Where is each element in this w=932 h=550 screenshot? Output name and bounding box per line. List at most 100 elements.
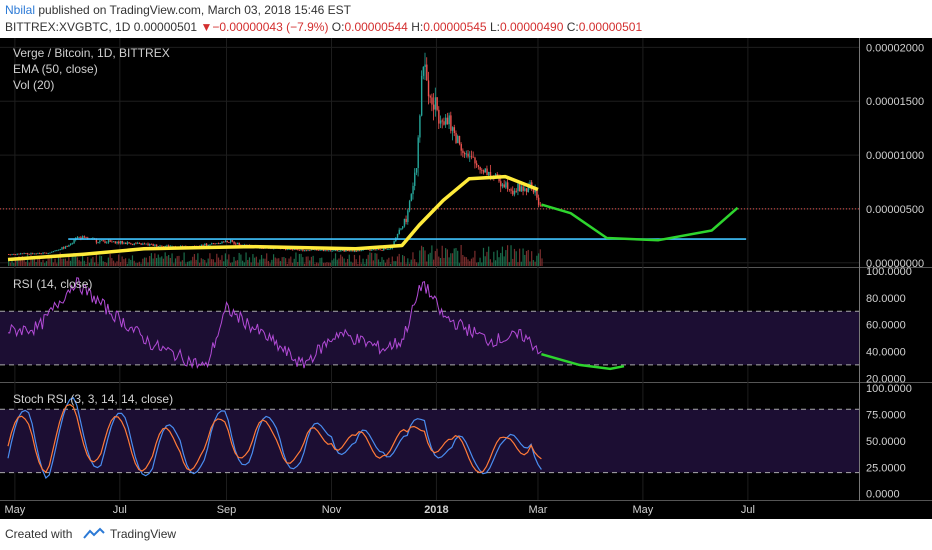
- volume-bar: [285, 258, 287, 266]
- rsi-panel[interactable]: [0, 277, 860, 371]
- candle-body: [360, 250, 363, 252]
- volume-bar: [331, 260, 333, 266]
- candle-body: [106, 242, 108, 244]
- volume-bar: [431, 245, 433, 266]
- candle-body: [427, 80, 430, 97]
- candle-body: [81, 236, 84, 240]
- volume-bar: [212, 259, 214, 266]
- volume-bar: [312, 255, 314, 266]
- volume-bar: [377, 259, 380, 266]
- volume-bar: [462, 254, 464, 266]
- volume-bar: [541, 258, 543, 266]
- volume-bar: [228, 254, 230, 266]
- volume-bar: [180, 261, 182, 266]
- volume-bar: [426, 261, 428, 266]
- y-tick-label: 0.00000500: [866, 204, 924, 216]
- volume-bar: [83, 260, 85, 266]
- candle-body: [357, 250, 359, 252]
- volume-bar: [138, 261, 140, 266]
- candle-body: [488, 171, 490, 176]
- publish-line: Nbilal published on TradingView.com, Mar…: [5, 3, 351, 17]
- candle-body: [64, 246, 67, 249]
- candle-body: [503, 184, 505, 188]
- volume-bar: [513, 248, 516, 266]
- candle-body: [18, 253, 20, 255]
- volume-bar: [63, 258, 65, 266]
- volume-bar: [205, 263, 208, 266]
- volume-bar: [290, 256, 292, 266]
- candle-body: [388, 248, 390, 250]
- volume-bar: [119, 262, 122, 266]
- candle-body: [525, 188, 528, 192]
- volume-bar: [57, 255, 60, 266]
- volume-bar: [451, 253, 454, 266]
- candle-body: [102, 240, 105, 242]
- volume-bar: [310, 256, 313, 266]
- volume-bar: [333, 258, 335, 266]
- candle-body: [149, 243, 151, 246]
- candle-body: [457, 135, 459, 143]
- volume-bar: [176, 256, 178, 266]
- volume-bar: [443, 257, 445, 266]
- volume-bar: [116, 261, 118, 266]
- y-tick-label: 0.00001500: [866, 96, 924, 108]
- candle-body: [161, 245, 163, 247]
- volume-bar: [341, 256, 344, 266]
- candle-body: [410, 194, 413, 202]
- high-value: 0.00000545: [423, 20, 487, 34]
- volume-bar: [125, 258, 127, 266]
- volume-bar: [152, 258, 154, 266]
- candle-body: [458, 135, 461, 145]
- candle-body: [11, 254, 13, 255]
- stoch-band: [0, 409, 860, 473]
- volume-bar: [427, 254, 430, 266]
- volume-bar: [455, 247, 457, 266]
- author-name[interactable]: Nbilal: [5, 3, 36, 17]
- volume-bar: [472, 257, 474, 266]
- candle-body: [307, 250, 309, 252]
- volume-bar: [20, 258, 22, 266]
- candle-body: [436, 97, 438, 110]
- candle-body: [118, 241, 120, 244]
- tradingview-brand[interactable]: TradingView: [110, 527, 177, 541]
- volume-bar: [362, 258, 364, 266]
- candle-body: [524, 188, 526, 191]
- volume-bar: [489, 259, 491, 266]
- candle-body: [424, 64, 426, 68]
- y-tick-label: 0.00001000: [866, 150, 924, 162]
- candle-body: [508, 188, 511, 190]
- candle-body: [207, 244, 209, 246]
- candle-body: [147, 243, 149, 246]
- volume-bar: [21, 255, 23, 266]
- candle-body: [372, 249, 375, 251]
- stoch-rsi-panel[interactable]: [0, 397, 860, 480]
- candle-body: [130, 243, 132, 245]
- volume-bar: [458, 263, 461, 266]
- volume-bar: [243, 262, 245, 266]
- tradingview-cloud-icon: [83, 527, 105, 539]
- candle-body: [205, 243, 208, 246]
- candle-body: [429, 96, 431, 98]
- chart-canvas[interactable]: May Jul Sep Nov 2018 Mar May Jul 0.00002000 0.000…: [0, 38, 932, 519]
- price-panel[interactable]: [0, 52, 860, 266]
- volume-bar: [123, 259, 125, 266]
- candle-body: [133, 243, 136, 245]
- y-tick-label: 50.0000: [866, 436, 906, 448]
- volume-bar: [235, 260, 237, 266]
- candle-body: [30, 253, 32, 255]
- volume-bar: [410, 259, 412, 266]
- candle-body: [467, 153, 469, 157]
- volume-bar: [18, 256, 20, 266]
- candle-body: [462, 150, 464, 153]
- volume-bar: [211, 259, 213, 266]
- volume-bar: [501, 246, 504, 266]
- volume-bar: [388, 257, 390, 266]
- volume-bar: [446, 249, 448, 266]
- candle-body: [49, 252, 51, 254]
- candle-body: [405, 218, 407, 223]
- volume-bar: [56, 263, 58, 266]
- volume-bar: [80, 261, 82, 266]
- volume-bar: [219, 259, 221, 266]
- volume-bar: [9, 262, 11, 266]
- volume-bar: [364, 263, 366, 266]
